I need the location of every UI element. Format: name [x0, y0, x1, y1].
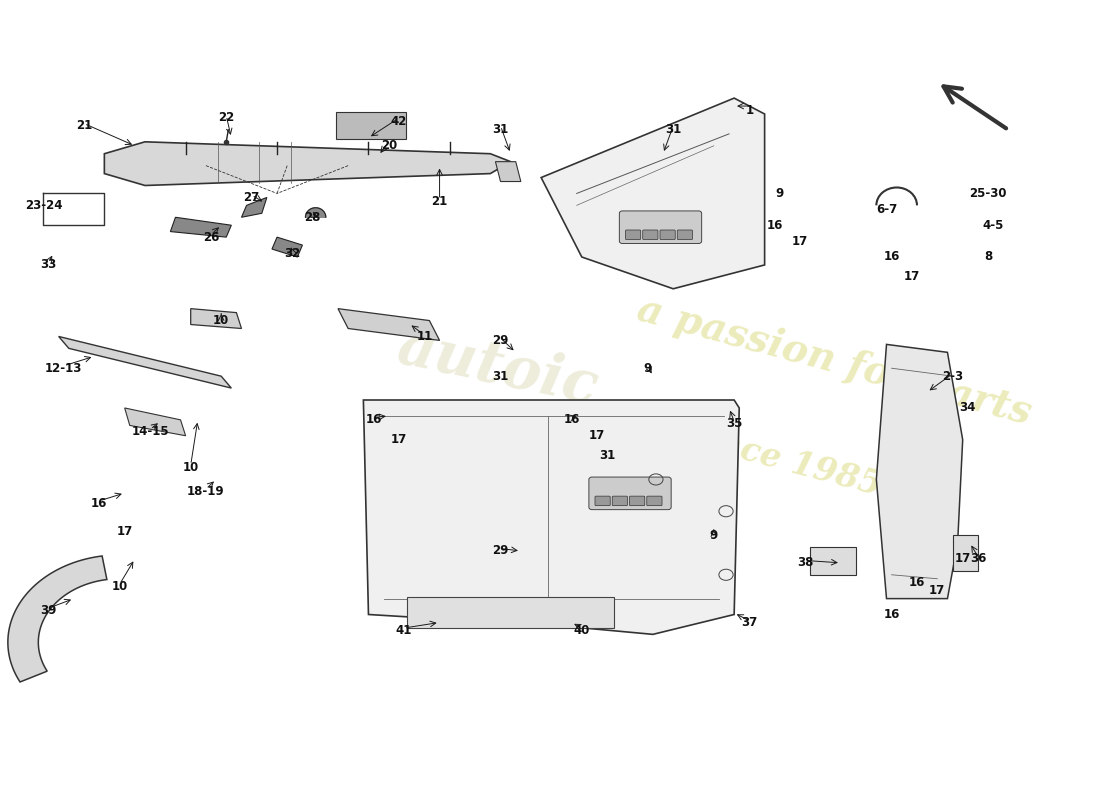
FancyBboxPatch shape: [588, 477, 671, 510]
Text: 37: 37: [741, 616, 758, 629]
Text: 32: 32: [284, 246, 300, 259]
Text: 41: 41: [396, 624, 412, 637]
Text: autoic
parts: autoic parts: [378, 319, 603, 481]
FancyBboxPatch shape: [629, 496, 645, 506]
Text: 6-7: 6-7: [876, 203, 898, 216]
Text: 23-24: 23-24: [24, 199, 63, 212]
Text: 28: 28: [305, 210, 321, 224]
Text: 20: 20: [381, 139, 397, 152]
FancyBboxPatch shape: [336, 113, 406, 139]
Text: 31: 31: [600, 449, 615, 462]
Text: 26: 26: [202, 230, 219, 244]
Text: 22: 22: [218, 111, 234, 125]
Text: 29: 29: [493, 334, 508, 347]
Text: 16: 16: [365, 414, 382, 426]
FancyBboxPatch shape: [626, 230, 640, 239]
Polygon shape: [495, 162, 520, 182]
FancyBboxPatch shape: [407, 597, 614, 628]
FancyBboxPatch shape: [678, 230, 693, 239]
Polygon shape: [363, 400, 739, 634]
Text: 9: 9: [644, 362, 652, 374]
Polygon shape: [8, 556, 107, 682]
Text: 10: 10: [111, 580, 128, 593]
Polygon shape: [272, 237, 302, 257]
Text: 16: 16: [563, 414, 580, 426]
Text: 21: 21: [431, 195, 448, 208]
Text: 17: 17: [390, 434, 407, 446]
Text: 17: 17: [904, 270, 920, 283]
Text: 35: 35: [726, 418, 742, 430]
Text: 16: 16: [909, 576, 925, 590]
FancyBboxPatch shape: [595, 496, 610, 506]
Text: a passion for parts: a passion for parts: [632, 290, 1035, 432]
Text: 39: 39: [41, 604, 57, 617]
Text: 10: 10: [213, 314, 229, 327]
Text: 21: 21: [76, 119, 92, 133]
FancyBboxPatch shape: [613, 496, 627, 506]
Text: 9: 9: [710, 529, 718, 542]
Text: 9: 9: [776, 187, 784, 200]
FancyBboxPatch shape: [660, 230, 675, 239]
Polygon shape: [306, 208, 326, 218]
Text: 18-19: 18-19: [187, 485, 224, 498]
Text: 36: 36: [970, 552, 986, 566]
Text: 40: 40: [573, 624, 590, 637]
Text: 34: 34: [959, 402, 976, 414]
Text: 17: 17: [930, 584, 945, 597]
Text: 16: 16: [883, 608, 900, 621]
Text: 33: 33: [41, 258, 56, 271]
Polygon shape: [338, 309, 440, 341]
Text: 11: 11: [416, 330, 432, 343]
Text: 17: 17: [955, 552, 971, 566]
Text: 16: 16: [767, 218, 783, 232]
Text: 4-5: 4-5: [982, 218, 1004, 232]
Text: 29: 29: [493, 545, 508, 558]
Polygon shape: [953, 535, 978, 571]
Text: 31: 31: [493, 370, 508, 382]
FancyBboxPatch shape: [642, 230, 658, 239]
Text: 31: 31: [493, 123, 508, 136]
Text: 1: 1: [746, 103, 754, 117]
Polygon shape: [242, 198, 267, 218]
Text: 17: 17: [588, 430, 605, 442]
Text: 14-15: 14-15: [131, 426, 169, 438]
Text: 42: 42: [390, 115, 407, 129]
Text: 17: 17: [792, 234, 808, 248]
Text: 17: 17: [117, 525, 133, 538]
FancyBboxPatch shape: [647, 496, 662, 506]
Polygon shape: [541, 98, 764, 289]
Text: 16: 16: [91, 497, 108, 510]
Polygon shape: [811, 547, 856, 574]
Polygon shape: [124, 408, 186, 436]
Text: 25-30: 25-30: [969, 187, 1006, 200]
Text: 8: 8: [984, 250, 992, 263]
Text: 27: 27: [243, 191, 260, 204]
Text: since 1985: since 1985: [683, 418, 884, 502]
Polygon shape: [104, 142, 510, 186]
Text: 2-3: 2-3: [942, 370, 964, 382]
Text: 16: 16: [883, 250, 900, 263]
Text: 10: 10: [183, 461, 199, 474]
FancyBboxPatch shape: [619, 211, 702, 243]
Text: 38: 38: [798, 556, 813, 570]
Polygon shape: [877, 344, 962, 598]
Text: 12-13: 12-13: [45, 362, 82, 374]
Polygon shape: [190, 309, 242, 329]
Text: 31: 31: [666, 123, 681, 136]
Polygon shape: [170, 218, 231, 237]
Polygon shape: [58, 337, 231, 388]
